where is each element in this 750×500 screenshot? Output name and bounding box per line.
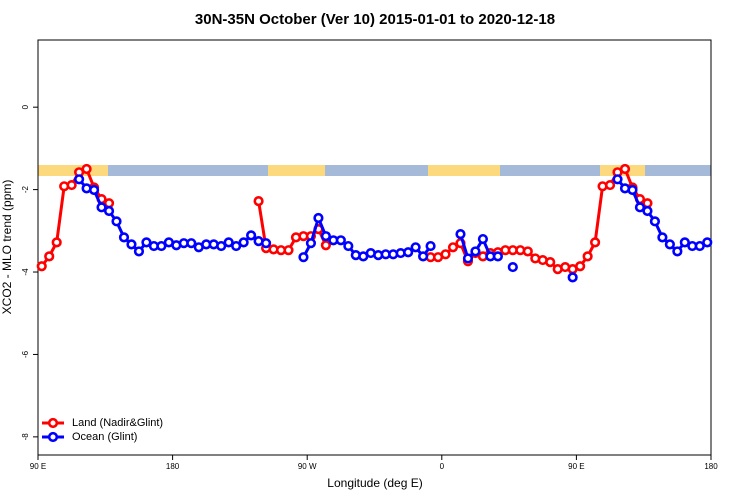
data-point (103, 205, 115, 217)
data-point (231, 240, 242, 252)
data-point (492, 251, 503, 262)
y-tick-label: 0 (21, 104, 30, 109)
data-point (575, 261, 586, 272)
land-band (38, 165, 108, 176)
data-point (133, 246, 145, 257)
data-point (604, 179, 616, 191)
data-point (418, 251, 429, 262)
data-point (657, 232, 668, 243)
legend-marker (47, 417, 59, 429)
data-point (238, 237, 249, 248)
ocean-band (38, 165, 711, 176)
legend-marker (47, 431, 59, 443)
x-tick-label: 0 (440, 462, 445, 471)
data-point (664, 239, 675, 250)
x-tick-label: 90 E (568, 462, 584, 471)
data-point (335, 235, 346, 246)
data-point (410, 242, 421, 253)
data-point (66, 179, 77, 191)
data-point (126, 239, 137, 250)
data-point (612, 174, 623, 185)
data-point (455, 229, 466, 240)
data-point (186, 238, 197, 249)
data-point (649, 216, 661, 227)
legend-label: Land (Nadir&Glint) (72, 417, 163, 429)
data-point (702, 237, 713, 248)
x-tick-label: 180 (704, 462, 718, 471)
data-point (283, 245, 294, 256)
data-point (44, 251, 55, 262)
data-point (425, 240, 436, 252)
data-point (672, 246, 683, 257)
plot-frame (37, 39, 712, 456)
data-point (477, 233, 489, 245)
data-point (246, 230, 257, 241)
data-point (253, 196, 264, 207)
legend: Land (Nadir&Glint) Ocean (Glint) (42, 417, 163, 443)
y-axis-label: XCO2 - MLO trend (ppm) (0, 180, 14, 315)
y-tick-label: -2 (21, 185, 30, 193)
series (74, 174, 713, 283)
data-point (51, 237, 62, 248)
data-point (545, 257, 556, 268)
data-point (216, 240, 227, 252)
land-band (428, 165, 500, 176)
data-point (462, 253, 474, 264)
data-point (343, 240, 354, 252)
legend-label: Ocean (Glint) (72, 431, 137, 443)
y-tick-label: -8 (21, 433, 30, 441)
data-point (634, 202, 646, 213)
land-band (268, 165, 325, 176)
data-point (36, 261, 47, 272)
data-point (156, 240, 167, 252)
y-tick-label: -4 (21, 268, 30, 276)
y-tick-label: -6 (21, 350, 30, 358)
data-point (141, 237, 152, 248)
chart-title: 30N-35N October (Ver 10) 2015-01-01 to 2… (195, 11, 555, 28)
data-point (694, 240, 705, 252)
data-point (522, 246, 533, 257)
data-point (305, 238, 317, 249)
data-point (298, 252, 309, 263)
data-point (507, 261, 518, 273)
x-tick-label: 180 (166, 462, 180, 471)
data-point (260, 238, 272, 249)
data-point (440, 249, 451, 260)
data-point (320, 240, 331, 251)
data-point (642, 205, 653, 217)
data-point (582, 251, 593, 262)
data-point (589, 237, 601, 248)
data-point (403, 247, 414, 258)
data-point (313, 212, 324, 224)
surface-band (38, 165, 711, 176)
x-axis-label: Longitude (deg E) (327, 476, 422, 490)
data-point (118, 232, 130, 243)
data-point (88, 184, 100, 196)
data-point (320, 231, 331, 242)
data-point (679, 237, 690, 248)
series (36, 163, 653, 275)
data-point (447, 242, 459, 253)
data-point (619, 163, 631, 175)
data-point (223, 237, 234, 248)
data-point (470, 246, 481, 257)
data-point (111, 216, 122, 227)
data-point (81, 163, 92, 175)
x-tick-label: 90 E (30, 462, 46, 471)
data-point (567, 272, 578, 283)
data-point (96, 202, 107, 213)
data-point (627, 184, 638, 196)
data-point (74, 174, 85, 185)
x-tick-label: 90 W (298, 462, 317, 471)
